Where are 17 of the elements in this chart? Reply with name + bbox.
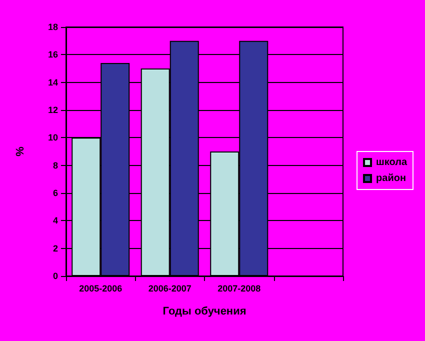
- y-tick-label: 18: [48, 22, 58, 32]
- y-tick-label: 10: [48, 132, 58, 143]
- x-axis-title: Годы обучения: [162, 306, 246, 318]
- x-tick-label: 2007-2008: [218, 284, 261, 294]
- y-tick-label: 6: [52, 188, 58, 198]
- y-tick-label: 0: [52, 271, 58, 281]
- y-tick-label: 12: [48, 105, 58, 115]
- y-tick-label: 14: [48, 77, 58, 88]
- x-tick-label: 2005-2006: [79, 284, 122, 294]
- y-axis-title: %: [14, 146, 26, 156]
- y-tick-label: 8: [52, 160, 58, 170]
- y-tick-label: 4: [52, 216, 58, 226]
- y-tick-label: 16: [48, 50, 58, 60]
- legend-label: район: [376, 173, 406, 184]
- x-tick-label: 2006-2007: [148, 284, 192, 294]
- y-tick-label: 2: [52, 243, 58, 254]
- legend-label: школа: [376, 157, 408, 168]
